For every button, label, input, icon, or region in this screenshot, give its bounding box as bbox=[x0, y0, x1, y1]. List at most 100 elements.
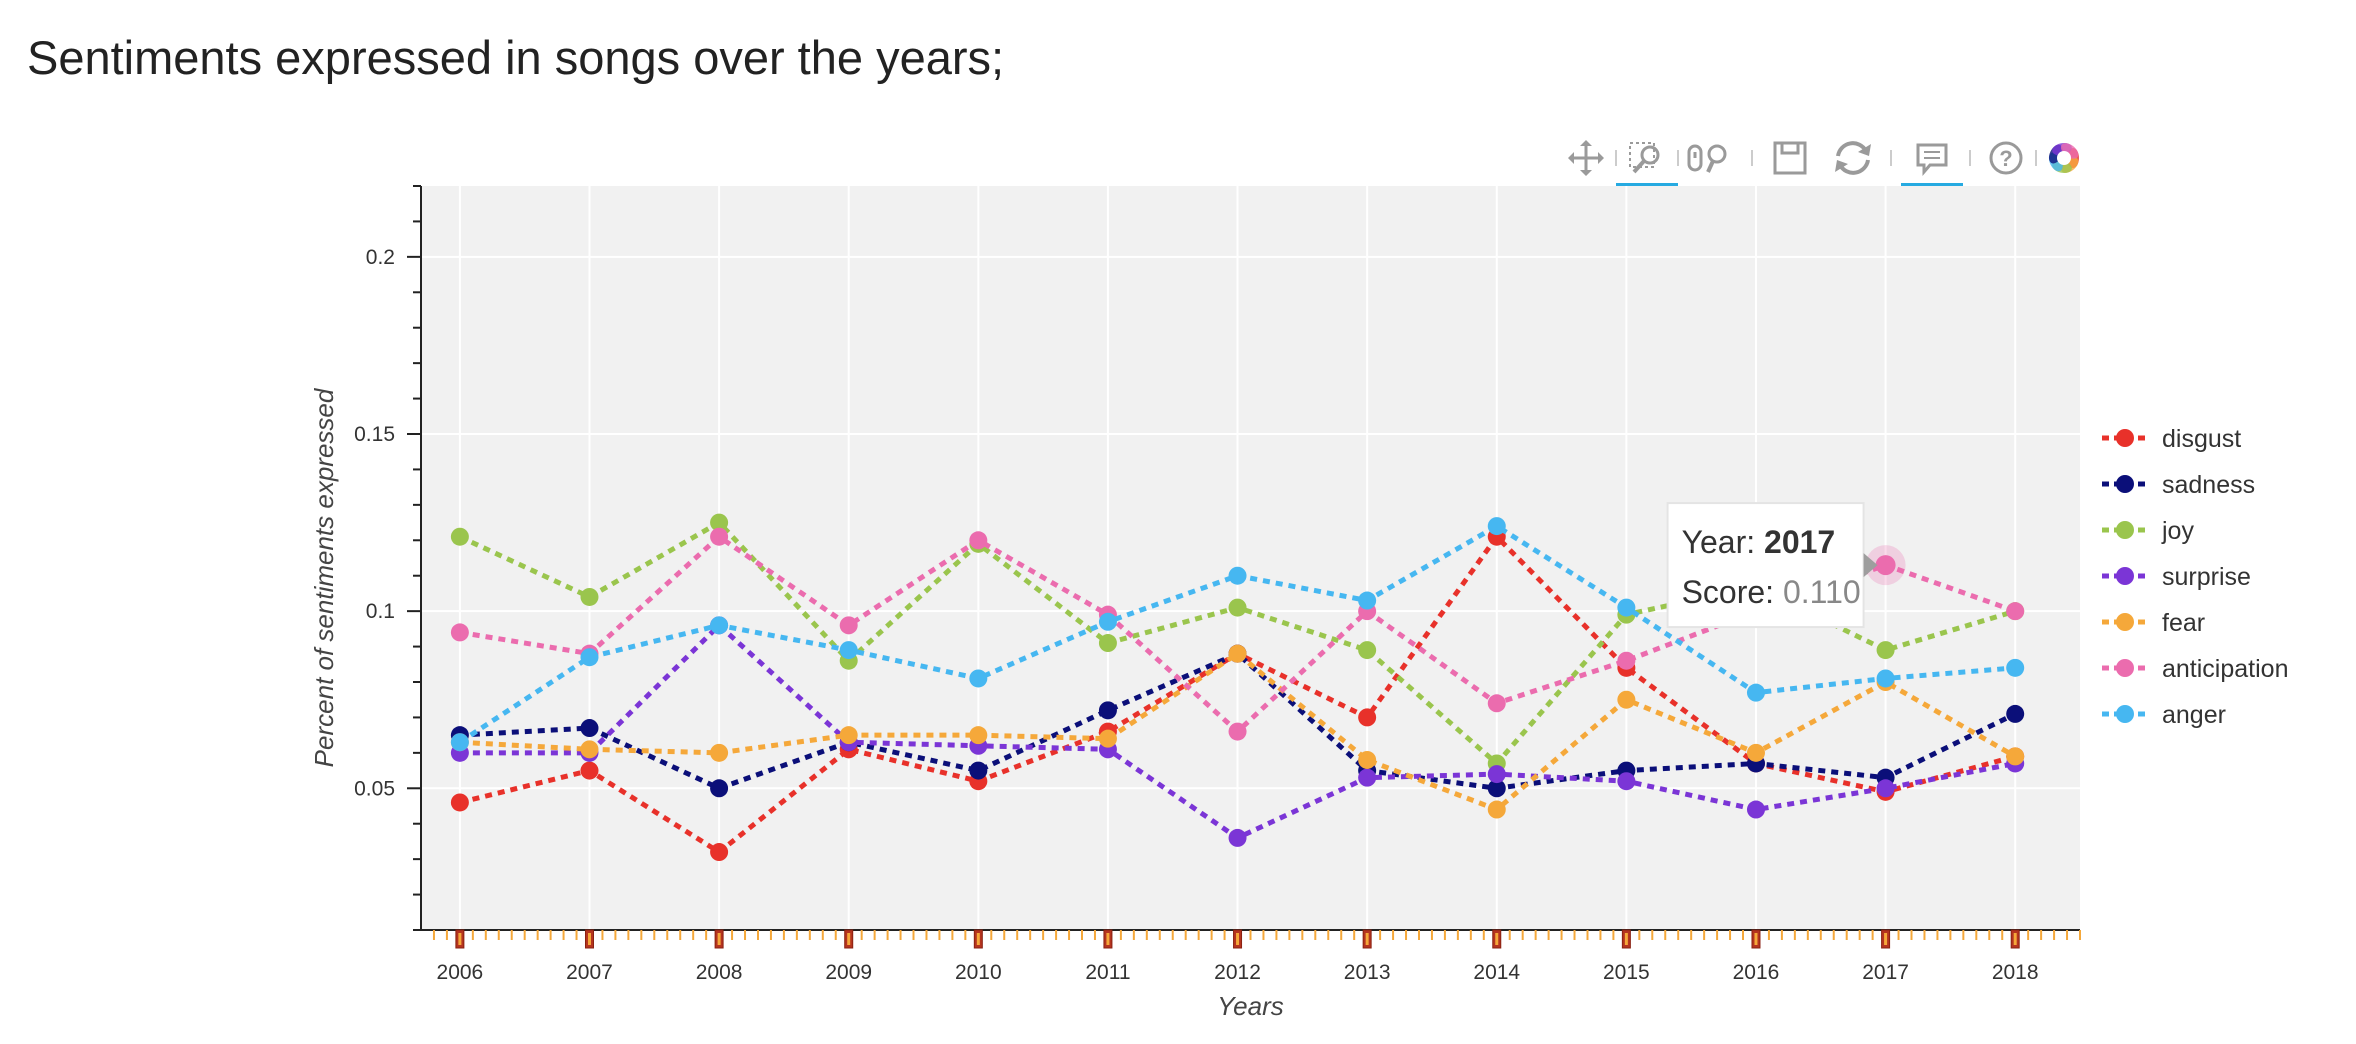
legend-item-surprise[interactable]: surprise bbox=[2102, 563, 2251, 591]
save-tool-icon[interactable] bbox=[1773, 141, 1807, 175]
tooltip-score-label: Score: bbox=[1682, 574, 1783, 610]
legend-item-anger[interactable]: anger bbox=[2102, 701, 2226, 729]
x-major-tick bbox=[714, 929, 724, 949]
data-point-joy[interactable] bbox=[1228, 598, 1247, 617]
x-tick-label: 2014 bbox=[1473, 961, 1520, 984]
data-point-sadness[interactable] bbox=[969, 761, 988, 780]
data-point-anger[interactable] bbox=[450, 733, 469, 752]
series-fear[interactable] bbox=[450, 644, 2025, 819]
box-zoom-tool-icon[interactable] bbox=[1616, 142, 1678, 187]
legend[interactable]: disgust sadness joy surprise fear anticipatio… bbox=[2102, 425, 2288, 729]
data-point-anger[interactable] bbox=[839, 641, 858, 660]
wheel-zoom-tool-icon[interactable] bbox=[1687, 144, 1727, 173]
data-point-sadness[interactable] bbox=[1098, 701, 1117, 720]
data-point-anticipation[interactable] bbox=[1487, 694, 1506, 713]
data-point-joy[interactable] bbox=[1876, 641, 1895, 660]
data-point-fear[interactable] bbox=[969, 726, 988, 745]
x-major-tick bbox=[1103, 929, 1113, 949]
data-point-anger[interactable] bbox=[1358, 591, 1377, 610]
x-tick-label: 2010 bbox=[955, 961, 1002, 984]
data-point-anger[interactable] bbox=[2006, 658, 2025, 677]
data-point-fear[interactable] bbox=[710, 743, 729, 762]
data-point-surprise[interactable] bbox=[1228, 828, 1247, 847]
data-point-anticipation[interactable] bbox=[450, 623, 469, 642]
hover-tool-icon[interactable] bbox=[1901, 143, 1963, 187]
x-major-tick bbox=[584, 929, 594, 949]
data-point-disgust[interactable] bbox=[580, 761, 599, 780]
data-point-joy[interactable] bbox=[580, 587, 599, 606]
data-point-anger[interactable] bbox=[1876, 669, 1895, 688]
x-axis-label: Years bbox=[1217, 991, 1284, 1021]
data-point-joy[interactable] bbox=[450, 527, 469, 546]
x-tick-label: 2006 bbox=[437, 961, 484, 984]
tooltip-year-value: 2017 bbox=[1764, 524, 1835, 560]
data-point-anger[interactable] bbox=[1098, 612, 1117, 631]
reset-tool-icon[interactable] bbox=[1835, 141, 1871, 175]
legend-item-joy[interactable]: joy bbox=[2102, 517, 2194, 545]
data-point-anticipation[interactable] bbox=[839, 616, 858, 635]
data-point-joy[interactable] bbox=[1358, 641, 1377, 660]
x-major-tick bbox=[1621, 929, 1631, 949]
help-tool-icon[interactable]: ? bbox=[1989, 141, 2023, 175]
data-point-joy[interactable] bbox=[710, 513, 729, 532]
legend-item-anticipation[interactable]: anticipation bbox=[2102, 655, 2288, 683]
active-tool-indicator bbox=[1901, 183, 1963, 187]
data-point-fear[interactable] bbox=[1098, 729, 1117, 748]
x-tick-label: 2018 bbox=[1992, 961, 2039, 984]
data-point-surprise[interactable] bbox=[1617, 772, 1636, 791]
data-point-anger[interactable] bbox=[710, 616, 729, 635]
x-tick-label: 2015 bbox=[1603, 961, 1650, 984]
tooltip-year: Year: 2017 bbox=[1682, 524, 1836, 560]
data-point-anticipation[interactable] bbox=[1228, 722, 1247, 741]
data-point-sadness[interactable] bbox=[580, 719, 599, 738]
data-point-sadness[interactable] bbox=[1487, 779, 1506, 798]
legend-item-fear[interactable]: fear bbox=[2102, 609, 2205, 637]
data-point-anticipation[interactable] bbox=[1617, 651, 1636, 670]
data-point-anticipation[interactable] bbox=[2006, 602, 2025, 621]
y-tick-label: 0.1 bbox=[366, 600, 395, 623]
x-major-tick bbox=[1492, 929, 1502, 949]
data-point-anger[interactable] bbox=[580, 648, 599, 667]
data-point-fear[interactable] bbox=[839, 726, 858, 745]
data-point-sadness[interactable] bbox=[710, 779, 729, 798]
data-point-fear[interactable] bbox=[580, 740, 599, 759]
data-point-anger[interactable] bbox=[1228, 566, 1247, 585]
x-major-tick bbox=[2010, 929, 2020, 949]
data-point-anger[interactable] bbox=[1617, 598, 1636, 617]
data-point-surprise[interactable] bbox=[1746, 800, 1765, 819]
x-tick-label: 2017 bbox=[1862, 961, 1909, 984]
hover-tooltip: Year: 2017 Score: 0.110 bbox=[1666, 502, 1906, 629]
data-point-anger[interactable] bbox=[969, 669, 988, 688]
data-point-fear[interactable] bbox=[1228, 644, 1247, 663]
data-point-fear[interactable] bbox=[1358, 750, 1377, 769]
pan-tool-icon[interactable] bbox=[1568, 140, 1604, 176]
data-point-joy[interactable] bbox=[1098, 634, 1117, 653]
x-tick-label: 2011 bbox=[1085, 961, 1130, 984]
data-point-anticipation[interactable] bbox=[969, 531, 988, 550]
tooltip-score-value: 0.110 bbox=[1783, 574, 1861, 610]
data-point-sadness[interactable] bbox=[2006, 704, 2025, 723]
data-point-disgust[interactable] bbox=[1358, 708, 1377, 727]
data-point-anticipation[interactable] bbox=[710, 527, 729, 546]
tooltip-pointer bbox=[1863, 553, 1878, 578]
legend-item-sadness[interactable]: sadness bbox=[2102, 471, 2255, 499]
legend-item-disgust[interactable]: disgust bbox=[2102, 425, 2241, 453]
data-point-surprise[interactable] bbox=[1876, 779, 1895, 798]
data-point-fear[interactable] bbox=[2006, 747, 2025, 766]
x-tick-label: 2016 bbox=[1733, 961, 1780, 984]
data-point-disgust[interactable] bbox=[710, 843, 729, 862]
data-point-anger[interactable] bbox=[1746, 683, 1765, 702]
y-tick-label: 0.15 bbox=[354, 423, 395, 446]
bokeh-logo-icon[interactable] bbox=[2046, 140, 2081, 176]
data-point-fear[interactable] bbox=[1487, 800, 1506, 819]
data-point-fear[interactable] bbox=[1746, 743, 1765, 762]
x-major-tick bbox=[1751, 929, 1761, 949]
data-point-anger[interactable] bbox=[1487, 517, 1506, 536]
series-anger[interactable] bbox=[450, 517, 2025, 752]
data-point-surprise[interactable] bbox=[1358, 768, 1377, 787]
data-point-disgust[interactable] bbox=[450, 793, 469, 812]
data-point-fear[interactable] bbox=[1617, 690, 1636, 709]
y-tick-label: 0.05 bbox=[354, 777, 395, 800]
data-point-surprise[interactable] bbox=[1487, 765, 1506, 784]
